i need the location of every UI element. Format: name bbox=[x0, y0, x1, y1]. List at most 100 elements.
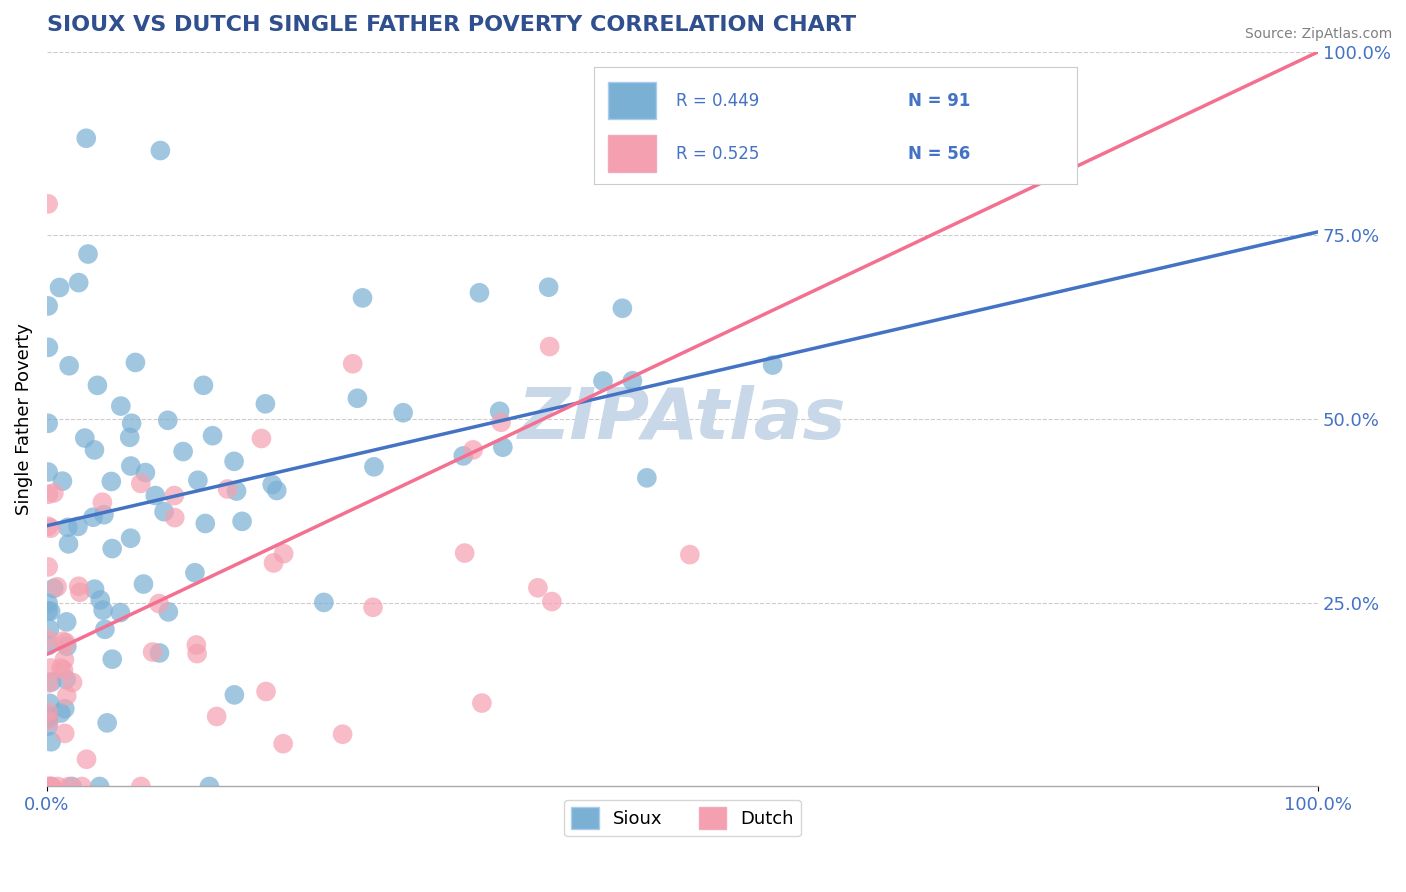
Point bbox=[91, 603, 114, 617]
Point bbox=[83, 442, 105, 457]
Point bbox=[451, 449, 474, 463]
Point bbox=[142, 645, 165, 659]
Point bbox=[60, 780, 83, 794]
Point bbox=[37, 465, 59, 479]
Point bbox=[129, 476, 152, 491]
Point bbox=[82, 510, 104, 524]
Point bbox=[124, 355, 146, 369]
Text: Source: ZipAtlas.com: Source: ZipAtlas.com bbox=[1244, 27, 1392, 41]
Point bbox=[66, 519, 89, 533]
Point bbox=[636, 471, 658, 485]
Point bbox=[48, 280, 70, 294]
Point bbox=[621, 374, 644, 388]
Point bbox=[254, 684, 277, 698]
Point bbox=[118, 430, 141, 444]
Point bbox=[172, 444, 194, 458]
Point bbox=[262, 477, 284, 491]
Point bbox=[471, 696, 494, 710]
Point bbox=[222, 454, 245, 468]
Point bbox=[37, 519, 59, 533]
Point bbox=[489, 415, 512, 429]
Point bbox=[41, 780, 63, 794]
Point bbox=[75, 131, 97, 145]
Point bbox=[39, 521, 62, 535]
Point bbox=[363, 459, 385, 474]
Point bbox=[46, 780, 69, 794]
Point bbox=[332, 727, 354, 741]
Point bbox=[39, 604, 62, 618]
Point bbox=[73, 431, 96, 445]
Point bbox=[541, 594, 564, 608]
Point bbox=[134, 466, 156, 480]
Point bbox=[94, 622, 117, 636]
Point bbox=[143, 489, 166, 503]
Point bbox=[132, 577, 155, 591]
Point bbox=[224, 688, 246, 702]
Point bbox=[488, 404, 510, 418]
Point bbox=[38, 780, 60, 794]
Point bbox=[527, 581, 550, 595]
Point bbox=[186, 638, 208, 652]
Point bbox=[41, 674, 63, 689]
Point bbox=[101, 541, 124, 556]
Point bbox=[55, 635, 77, 649]
Point bbox=[120, 458, 142, 473]
Point bbox=[76, 752, 98, 766]
Point bbox=[392, 406, 415, 420]
Point bbox=[679, 548, 702, 562]
Legend: Sioux, Dutch: Sioux, Dutch bbox=[564, 800, 801, 836]
Y-axis label: Single Father Poverty: Single Father Poverty bbox=[15, 323, 32, 515]
Point bbox=[67, 276, 90, 290]
Point bbox=[49, 661, 72, 675]
Text: ZIPAtlas: ZIPAtlas bbox=[519, 384, 846, 454]
Point bbox=[39, 661, 62, 675]
Point bbox=[453, 546, 475, 560]
Point bbox=[193, 378, 215, 392]
Point bbox=[37, 604, 59, 618]
Point bbox=[91, 495, 114, 509]
Point bbox=[37, 708, 59, 723]
Point bbox=[198, 780, 221, 794]
Point bbox=[77, 247, 100, 261]
Point bbox=[273, 547, 295, 561]
Point bbox=[49, 706, 72, 720]
Point bbox=[762, 358, 785, 372]
Point bbox=[37, 596, 59, 610]
Point bbox=[37, 719, 59, 733]
Point bbox=[93, 508, 115, 522]
Point bbox=[537, 280, 560, 294]
Point bbox=[58, 359, 80, 373]
Point bbox=[52, 634, 75, 648]
Point bbox=[201, 428, 224, 442]
Point bbox=[56, 640, 79, 654]
Text: SIOUX VS DUTCH SINGLE FATHER POVERTY CORRELATION CHART: SIOUX VS DUTCH SINGLE FATHER POVERTY COR… bbox=[46, 15, 856, 35]
Point bbox=[231, 514, 253, 528]
Point bbox=[538, 339, 561, 353]
Point bbox=[58, 780, 80, 794]
Point bbox=[163, 510, 186, 524]
Point bbox=[100, 475, 122, 489]
Point bbox=[612, 301, 634, 316]
Point bbox=[492, 440, 515, 454]
Point bbox=[58, 537, 80, 551]
Point bbox=[38, 714, 60, 728]
Point bbox=[149, 144, 172, 158]
Point bbox=[53, 726, 76, 740]
Point bbox=[254, 397, 277, 411]
Point bbox=[96, 715, 118, 730]
Point bbox=[67, 579, 90, 593]
Point bbox=[110, 399, 132, 413]
Point bbox=[194, 516, 217, 531]
Point bbox=[37, 712, 59, 726]
Point bbox=[42, 582, 65, 596]
Point bbox=[38, 676, 60, 690]
Point bbox=[51, 474, 73, 488]
Point bbox=[463, 442, 485, 457]
Point bbox=[37, 632, 59, 647]
Point bbox=[187, 473, 209, 487]
Point bbox=[38, 622, 60, 636]
Point bbox=[37, 780, 59, 794]
Point bbox=[37, 487, 59, 501]
Point bbox=[69, 585, 91, 599]
Point bbox=[83, 582, 105, 596]
